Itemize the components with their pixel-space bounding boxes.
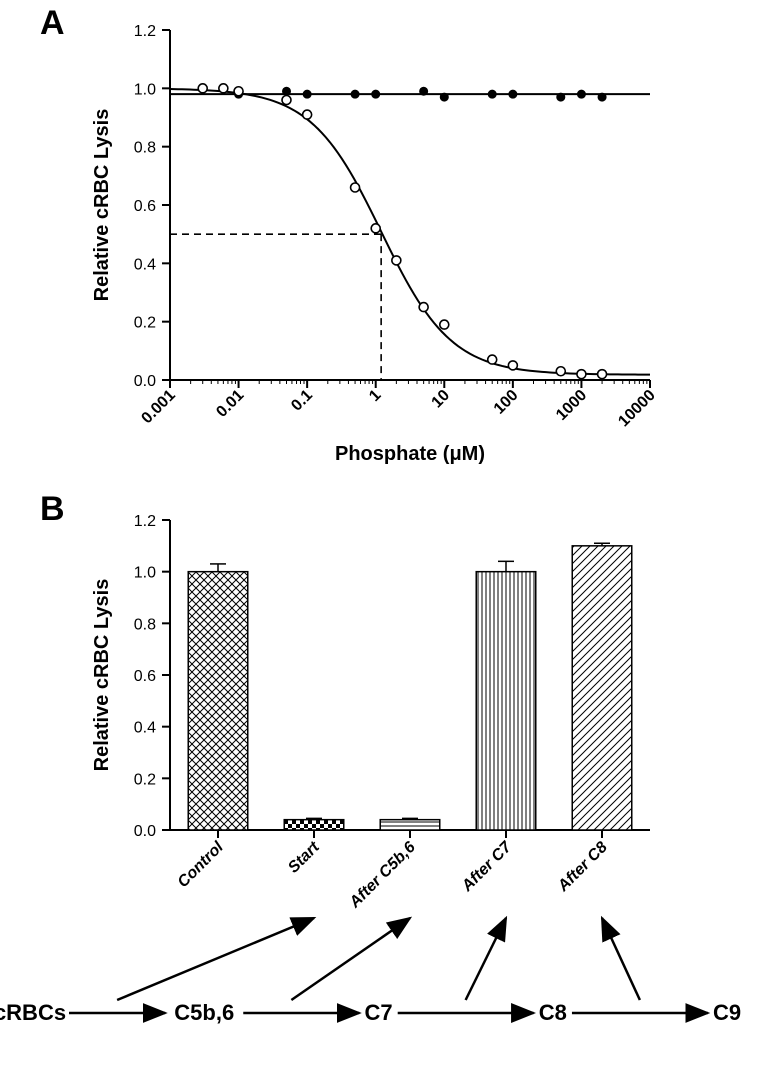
svg-text:C9: C9 [713,1000,741,1025]
svg-text:0.6: 0.6 [134,668,156,685]
svg-text:1000: 1000 [553,387,590,424]
svg-text:0.0: 0.0 [134,823,156,840]
svg-text:0.4: 0.4 [134,256,156,273]
svg-text:Relative cRBC Lysis: Relative cRBC Lysis [91,109,113,302]
svg-text:0.01: 0.01 [213,387,247,421]
svg-text:1.2: 1.2 [134,513,156,530]
svg-text:0.8: 0.8 [134,140,156,157]
svg-text:1: 1 [366,387,384,405]
svg-text:0.001: 0.001 [138,387,178,427]
svg-text:cRBCs: cRBCs [0,1000,66,1025]
svg-text:Control: Control [175,838,228,891]
svg-text:1.0: 1.0 [134,565,156,582]
svg-text:0.2: 0.2 [134,771,156,788]
svg-text:Relative cRBC Lysis: Relative cRBC Lysis [91,579,113,772]
svg-text:100: 100 [491,387,522,418]
svg-text:After C5b,6: After C5b,6 [346,839,419,912]
panel-b-label: B [40,490,65,529]
svg-text:1.0: 1.0 [134,81,156,98]
panel-a-label: A [40,4,65,43]
svg-text:0.8: 0.8 [134,616,156,633]
svg-text:0.0: 0.0 [134,373,156,390]
svg-text:10000: 10000 [615,387,659,431]
svg-text:10: 10 [429,387,454,412]
svg-text:C8: C8 [539,1000,567,1025]
svg-text:C7: C7 [364,1000,392,1025]
svg-text:1.2: 1.2 [134,23,156,40]
svg-text:C5b,6: C5b,6 [174,1000,234,1025]
svg-text:After C8: After C8 [554,839,611,896]
figure-container: A B 0.0 0.2 0.4 0.6 0.8 1.0 1.2 0.001 0.01 0.1 1 10… [0,0,757,1068]
svg-text:0.2: 0.2 [134,315,156,332]
svg-text:Start: Start [285,838,323,876]
svg-text:0.1: 0.1 [288,387,316,415]
svg-text:After C7: After C7 [458,838,516,896]
figure-svg: 0.0 0.2 0.4 0.6 0.8 1.0 1.2 0.001 0.01 0.1 1 10 100 1… [0,0,757,1068]
svg-text:0.6: 0.6 [134,198,156,215]
svg-text:0.4: 0.4 [134,720,156,737]
svg-text:Phosphate (μM): Phosphate (μM) [335,443,485,465]
